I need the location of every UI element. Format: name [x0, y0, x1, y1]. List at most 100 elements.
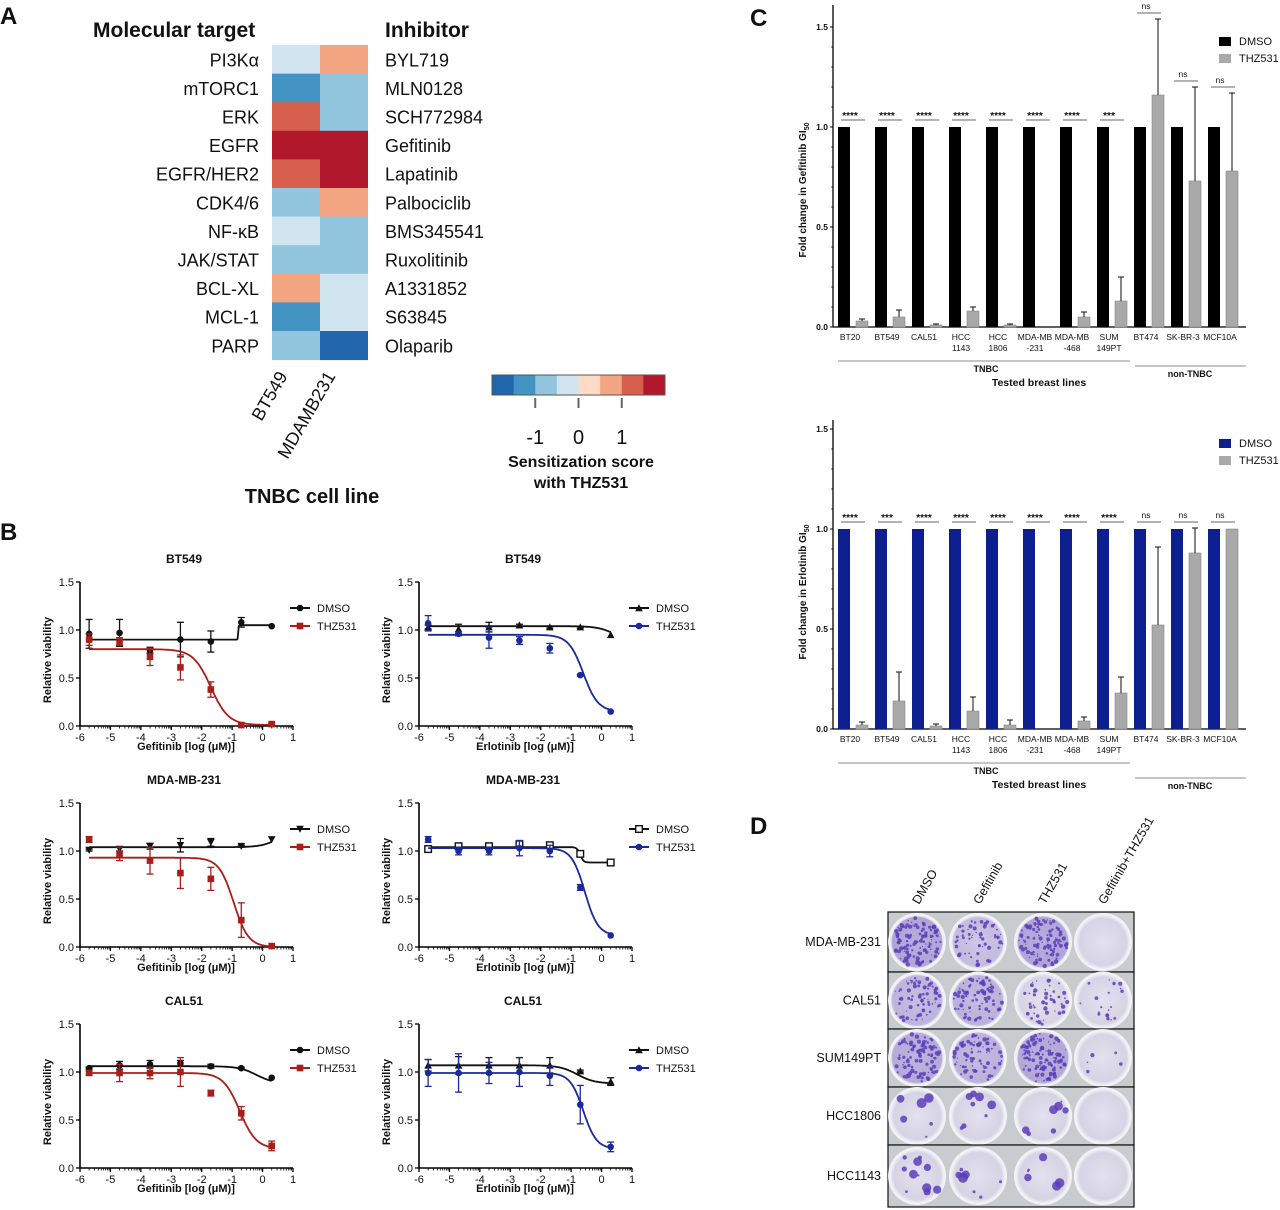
colony — [999, 1180, 1002, 1184]
well — [888, 971, 946, 1030]
colony — [904, 1041, 907, 1044]
data-point — [576, 849, 585, 858]
category-label: SUM — [1100, 332, 1119, 342]
colony — [1113, 1017, 1117, 1020]
colony — [1055, 926, 1058, 928]
colony — [1020, 929, 1024, 932]
colony — [912, 981, 917, 985]
colony — [931, 1003, 934, 1005]
x-tick-label: -1 — [566, 732, 576, 744]
x-tick-label: -6 — [414, 732, 424, 744]
colony — [1028, 1002, 1032, 1006]
colony — [918, 993, 922, 997]
colony — [987, 1010, 991, 1013]
colony — [922, 992, 925, 996]
colony — [927, 987, 930, 990]
colony — [1037, 934, 1040, 937]
heatmap-inhibitor-label: Ruxolitinib — [385, 251, 468, 271]
data-point — [116, 629, 123, 637]
colony — [930, 954, 933, 956]
colony — [1038, 1056, 1043, 1060]
data-point — [146, 653, 154, 661]
colony — [997, 1061, 1002, 1066]
colony — [960, 1073, 963, 1076]
heatmap-cell — [320, 273, 368, 303]
bar-thz531 — [855, 724, 869, 730]
colony — [986, 1067, 988, 1069]
colony — [907, 919, 909, 922]
x-tick-label: 0 — [260, 953, 266, 965]
colony — [978, 932, 983, 937]
y-tick-label: 1.5 — [398, 1019, 413, 1031]
data-point — [576, 1067, 585, 1075]
colony — [1023, 940, 1027, 943]
significance-label: ns — [1216, 75, 1225, 85]
plot-title: BT549 — [166, 552, 202, 566]
x-tick-label: 0 — [599, 1174, 605, 1186]
colony — [970, 1047, 973, 1050]
legend-label: DMSO — [317, 824, 350, 836]
category-label: HCC — [989, 734, 1007, 744]
colony — [910, 921, 913, 923]
colony — [973, 921, 977, 924]
x-tick-label: -5 — [445, 953, 455, 965]
bar-thz531 — [929, 725, 943, 730]
colony — [971, 934, 974, 936]
colony — [982, 1037, 987, 1042]
colony — [955, 1046, 960, 1051]
well-bottom — [1075, 1148, 1131, 1204]
colony — [937, 994, 942, 998]
colony — [929, 1067, 933, 1071]
colony — [934, 949, 939, 954]
colony — [898, 1002, 901, 1005]
colony — [915, 956, 920, 961]
colony — [915, 925, 920, 930]
colony — [1043, 920, 1048, 924]
colony — [1050, 962, 1055, 967]
data-point — [515, 621, 524, 629]
colony — [971, 999, 974, 1002]
data-point — [455, 630, 462, 638]
colony — [927, 945, 931, 949]
y-axis-label-subscript: 50 — [804, 524, 811, 532]
colony — [981, 937, 985, 941]
significance-label: **** — [1027, 513, 1043, 524]
colony — [1065, 1049, 1067, 1051]
colony — [988, 986, 990, 988]
colony — [897, 1056, 901, 1061]
dose-response-plot: BT549 0.0 0.5 1.0 1.5 -6 -5 -4 -3 -2 -1 0 1 Gefitinib… — [42, 552, 357, 753]
colony — [973, 1018, 978, 1022]
colony — [1044, 988, 1047, 991]
y-axis-label-text: Fold change in Erlotinib GI — [798, 532, 809, 659]
category-label: MCF10A — [1203, 332, 1237, 342]
well — [949, 971, 1007, 1030]
heatmap-inhibitor-label: Gefitinib — [385, 136, 451, 156]
colony — [931, 924, 936, 930]
colony — [954, 944, 959, 949]
colony — [921, 1071, 927, 1076]
x-tick-label: -6 — [414, 953, 424, 965]
significance-label: ns — [1179, 69, 1188, 79]
colony — [1063, 1063, 1067, 1067]
significance-label: **** — [842, 111, 858, 122]
colony — [961, 989, 965, 992]
colony — [914, 1058, 919, 1063]
bar-dmso — [1134, 127, 1146, 327]
data-point — [546, 644, 554, 652]
colony — [1028, 924, 1033, 929]
colony — [1049, 1073, 1052, 1077]
category-label: CAL51 — [911, 332, 937, 342]
colony — [975, 979, 979, 983]
colony — [925, 992, 929, 996]
colony — [918, 932, 922, 936]
bar-dmso — [1134, 529, 1146, 729]
colony — [1058, 930, 1063, 934]
colony — [906, 988, 912, 993]
x-tick-label: -4 — [475, 732, 485, 744]
bar-thz531 — [892, 700, 906, 730]
colony — [1060, 1100, 1063, 1103]
heatmap-cell — [320, 245, 368, 275]
colony — [962, 982, 965, 985]
colony — [1027, 1068, 1032, 1072]
heatmap-inhibitor-label: Palbociclib — [385, 193, 471, 213]
